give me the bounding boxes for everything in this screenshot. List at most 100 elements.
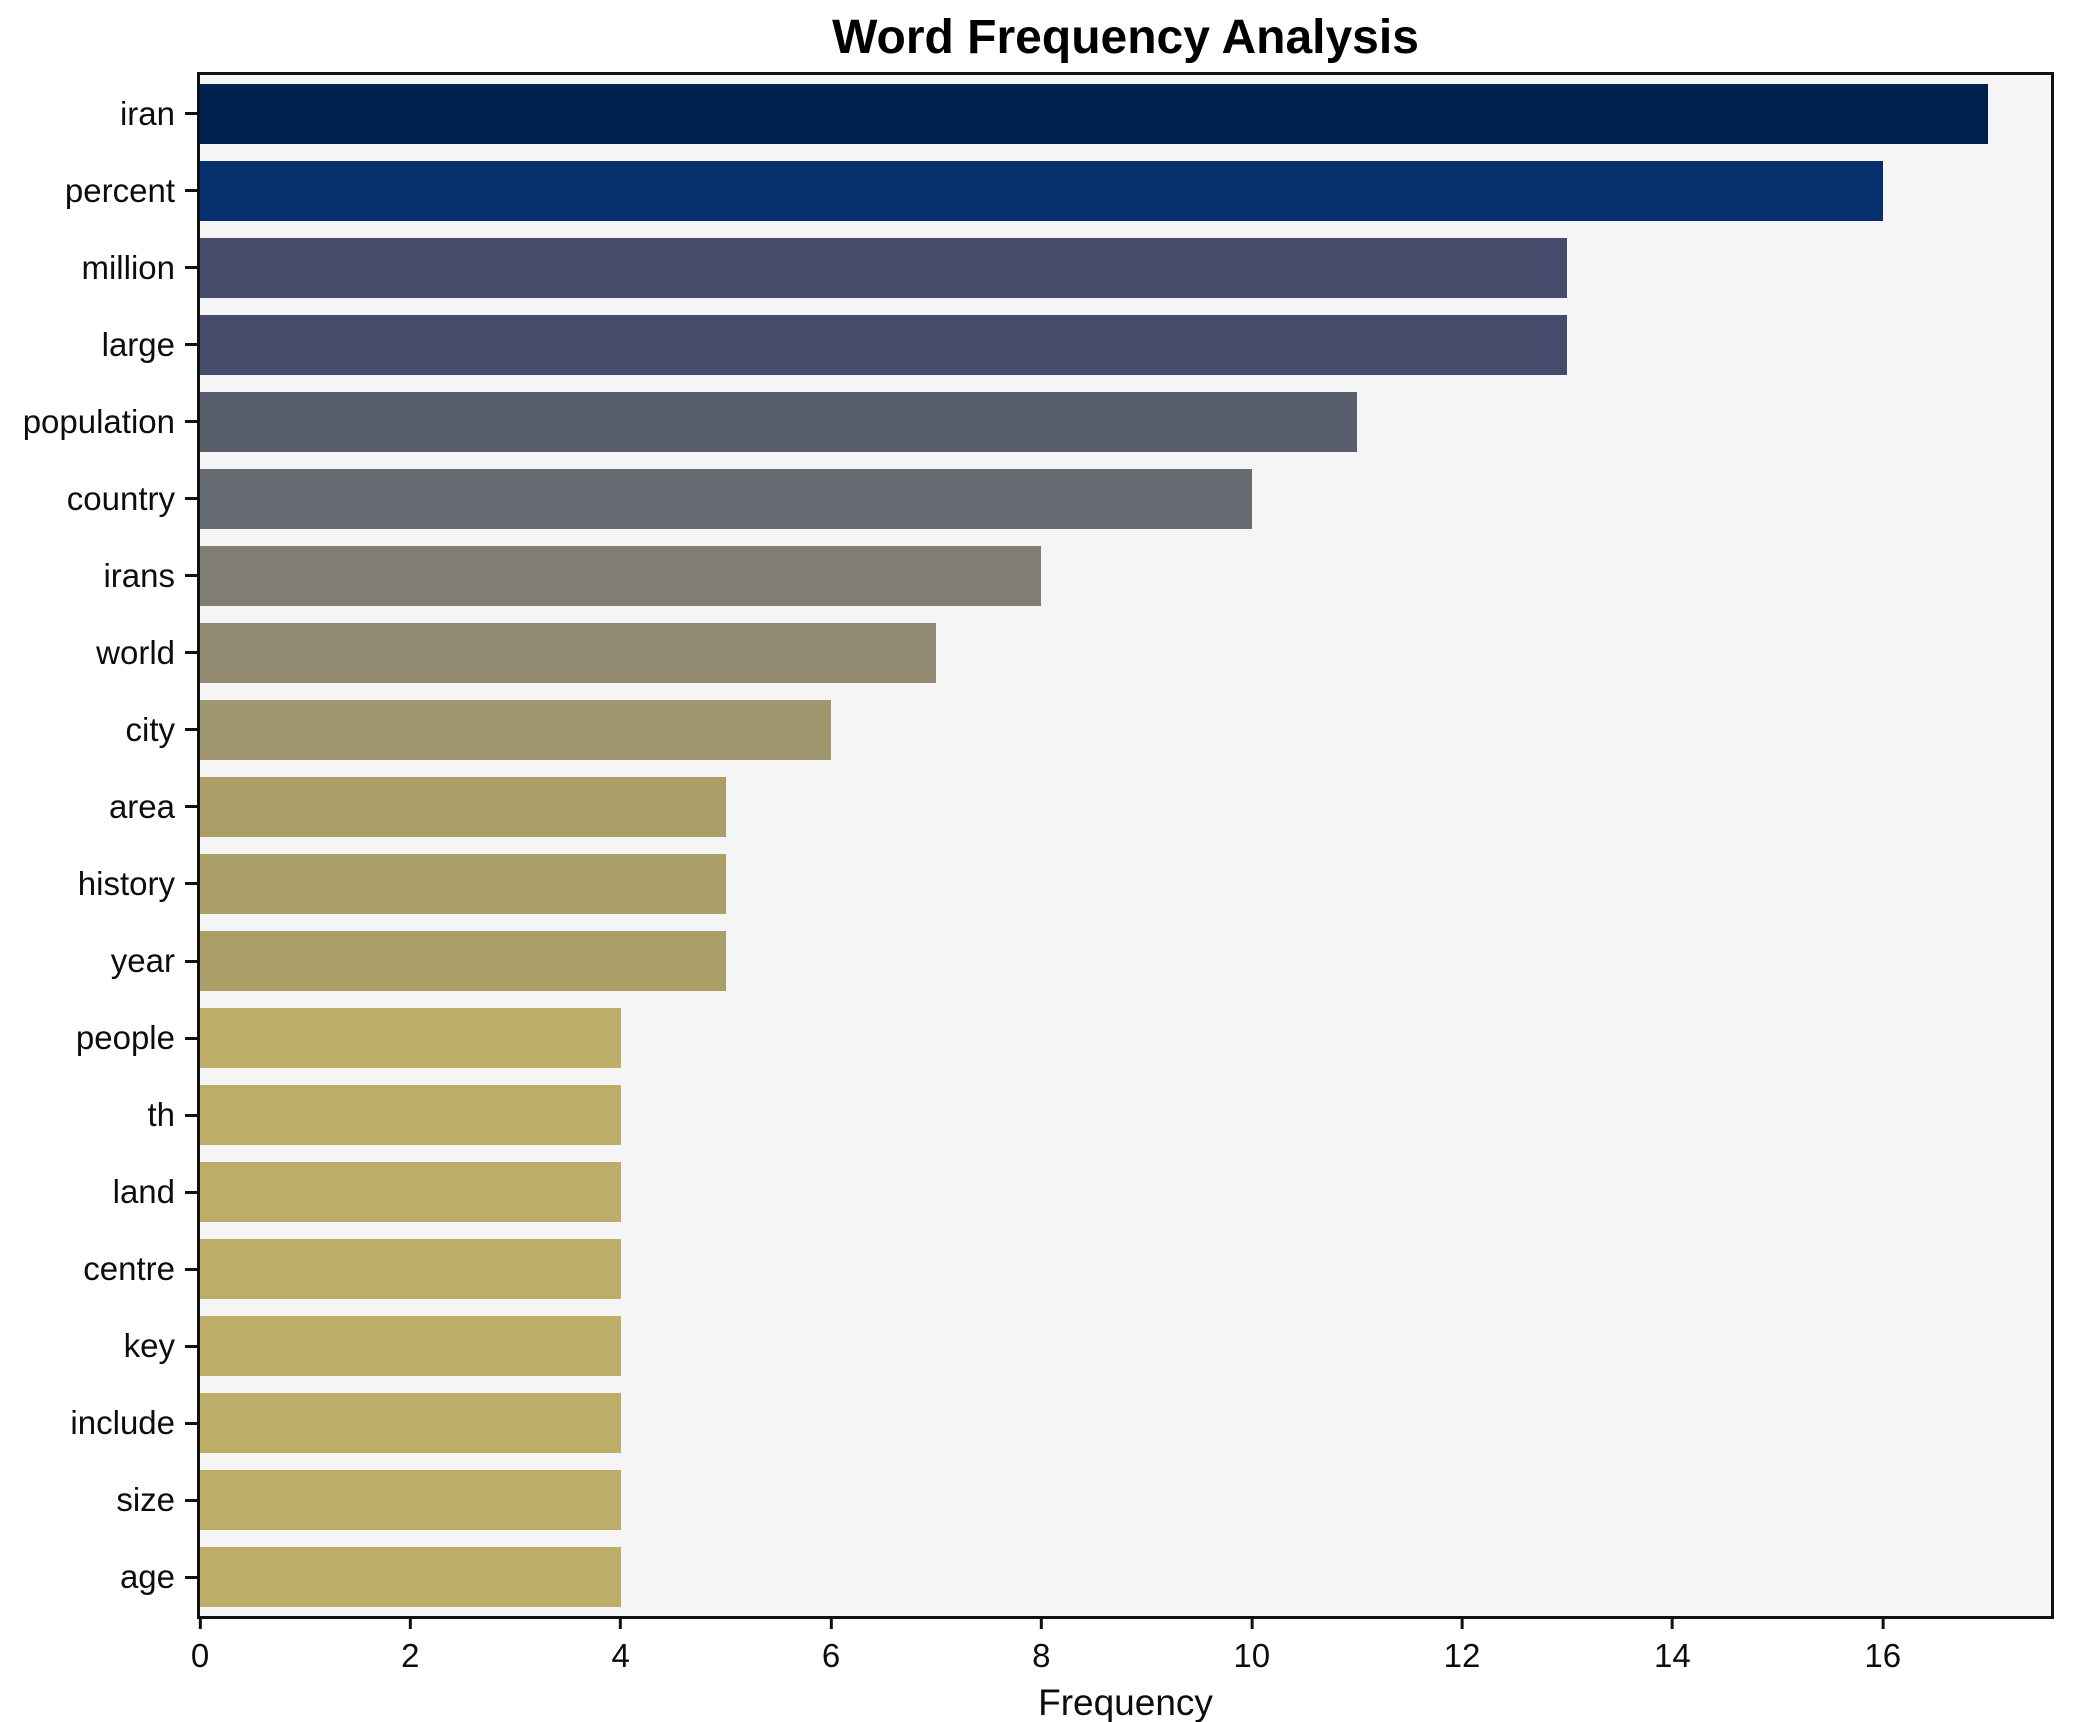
y-label-row: th bbox=[0, 1077, 197, 1154]
y-tick-mark bbox=[185, 189, 197, 193]
y-tick-mark bbox=[185, 574, 197, 578]
bar-size bbox=[200, 1470, 621, 1531]
x-tick-0: 0 bbox=[191, 1616, 209, 1675]
y-label-size: size bbox=[116, 1481, 175, 1519]
x-tick-label: 4 bbox=[611, 1637, 630, 1674]
plot-area bbox=[197, 72, 2054, 1619]
y-label-row: area bbox=[0, 768, 197, 845]
bar-row bbox=[200, 1154, 2051, 1231]
bar-key bbox=[200, 1316, 621, 1377]
x-tick-mark bbox=[829, 1616, 833, 1629]
y-label-row: land bbox=[0, 1154, 197, 1231]
y-tick-mark bbox=[185, 266, 197, 270]
y-tick-mark bbox=[185, 728, 197, 732]
bar-age bbox=[200, 1547, 621, 1608]
y-tick-mark bbox=[185, 651, 197, 655]
x-tick-mark bbox=[619, 1616, 623, 1629]
y-label-country: country bbox=[66, 479, 175, 517]
bar-year bbox=[200, 931, 726, 992]
bar-row bbox=[200, 229, 2051, 306]
bar-iran bbox=[200, 83, 1988, 144]
x-axis-ticks: 0 2 4 6 8 10 12 14 16 bbox=[191, 1616, 2051, 1686]
y-label-th: th bbox=[147, 1096, 175, 1134]
x-tick-label: 14 bbox=[1654, 1637, 1691, 1674]
bar-people bbox=[200, 1008, 621, 1069]
bar-row bbox=[200, 691, 2051, 768]
x-tick-14: 14 bbox=[1654, 1616, 1691, 1675]
bar-row bbox=[200, 1077, 2051, 1154]
x-tick-mark bbox=[1670, 1616, 1674, 1629]
x-tick-label: 12 bbox=[1443, 1637, 1481, 1674]
bar-population bbox=[200, 391, 1357, 452]
y-label-row: population bbox=[0, 383, 197, 460]
y-tick-mark bbox=[185, 1267, 197, 1271]
y-label-people: people bbox=[75, 1019, 175, 1057]
y-label-world: world bbox=[96, 633, 175, 671]
y-tick-mark bbox=[185, 1113, 197, 1117]
y-tick-mark bbox=[185, 420, 197, 424]
y-label-row: size bbox=[0, 1462, 197, 1539]
bar-th bbox=[200, 1085, 621, 1146]
y-tick-mark bbox=[185, 1421, 197, 1425]
bar-percent bbox=[200, 160, 1883, 221]
bar-area bbox=[200, 776, 726, 837]
bar-row bbox=[200, 614, 2051, 691]
y-tick-mark bbox=[185, 1575, 197, 1579]
y-label-row: irans bbox=[0, 537, 197, 614]
y-tick-mark bbox=[185, 343, 197, 347]
y-label-row: million bbox=[0, 229, 197, 306]
x-tick-label: 8 bbox=[1032, 1637, 1051, 1674]
y-tick-mark bbox=[185, 112, 197, 116]
bar-world bbox=[200, 622, 937, 683]
bar-row bbox=[200, 1308, 2051, 1385]
x-tick-2: 2 bbox=[401, 1616, 420, 1675]
bar-million bbox=[200, 237, 1568, 298]
y-label-million: million bbox=[81, 248, 175, 286]
bar-row bbox=[200, 845, 2051, 922]
y-label-include: include bbox=[70, 1404, 175, 1442]
y-axis-labels: iran percent million large population country… bbox=[0, 75, 197, 1616]
bar-row bbox=[200, 1462, 2051, 1539]
x-tick-mark bbox=[1250, 1616, 1254, 1629]
y-label-row: iran bbox=[0, 75, 197, 152]
y-label-key: key bbox=[123, 1327, 175, 1365]
y-label-row: percent bbox=[0, 152, 197, 229]
y-tick-mark bbox=[185, 1344, 197, 1348]
y-label-row: world bbox=[0, 614, 197, 691]
bar-row bbox=[200, 923, 2051, 1000]
x-tick-label: 0 bbox=[190, 1637, 210, 1674]
y-label-land: land bbox=[112, 1173, 175, 1211]
x-tick-mark bbox=[1881, 1616, 1885, 1629]
x-tick-mark bbox=[408, 1616, 412, 1629]
x-tick-mark bbox=[1039, 1616, 1043, 1629]
x-tick-6: 6 bbox=[822, 1616, 840, 1675]
y-label-row: country bbox=[0, 460, 197, 537]
x-tick-mark bbox=[198, 1616, 202, 1629]
x-tick-4: 4 bbox=[611, 1616, 630, 1675]
bar-row bbox=[200, 537, 2051, 614]
y-tick-mark bbox=[185, 1036, 197, 1040]
y-tick-mark bbox=[185, 497, 197, 501]
y-label-row: year bbox=[0, 923, 197, 1000]
bar-land bbox=[200, 1162, 621, 1223]
y-label-area: area bbox=[108, 787, 175, 825]
bar-row bbox=[200, 768, 2051, 845]
y-label-percent: percent bbox=[64, 171, 175, 209]
bar-large bbox=[200, 314, 1568, 375]
y-label-row: history bbox=[0, 845, 197, 922]
y-label-row: centre bbox=[0, 1231, 197, 1308]
y-label-city: city bbox=[125, 710, 176, 748]
x-tick-label: 2 bbox=[401, 1637, 420, 1674]
y-label-row: city bbox=[0, 691, 197, 768]
y-label-iran: iran bbox=[119, 94, 175, 132]
x-tick-10: 10 bbox=[1233, 1616, 1270, 1675]
bar-city bbox=[200, 699, 832, 760]
bar-row bbox=[200, 75, 2051, 152]
y-tick-mark bbox=[185, 959, 197, 963]
bar-include bbox=[200, 1393, 621, 1454]
x-tick-8: 8 bbox=[1032, 1616, 1051, 1675]
bar-row bbox=[200, 1231, 2051, 1308]
chart-title: Word Frequency Analysis bbox=[832, 11, 1419, 64]
y-label-irans: irans bbox=[103, 556, 175, 594]
